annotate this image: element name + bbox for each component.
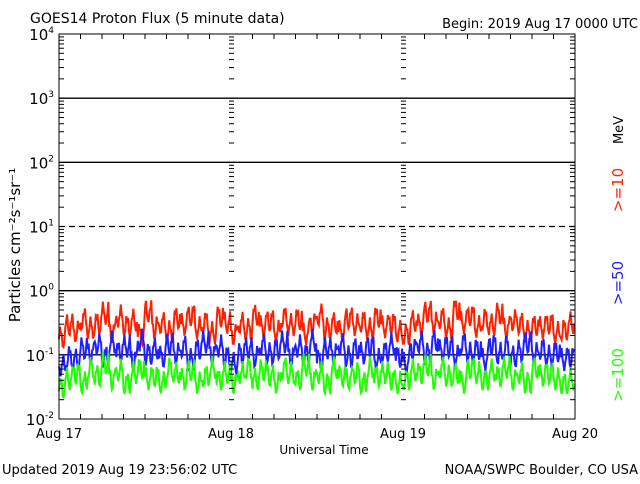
series-line-1 <box>58 328 576 377</box>
begin-label: Begin: 2019 Aug 17 0000 UTC <box>442 17 638 32</box>
legend-ge10: >=10 <box>609 168 627 212</box>
y-tick-label: 102 <box>29 154 54 172</box>
series-line-2 <box>58 351 576 399</box>
chart-title: GOES14 Proton Flux (5 minute data) <box>30 11 285 27</box>
y-tick-labels: 104 103 102 101 100 10-1 10-2 <box>26 26 54 429</box>
y-tick-label: 101 <box>29 219 54 237</box>
credit-label: NOAA/SWPC Boulder, CO USA <box>445 463 638 478</box>
x-tick-label: Aug 20 <box>552 427 598 442</box>
y-tick-label: 10-2 <box>26 411 54 429</box>
series-group <box>58 300 576 399</box>
legend-unit: MeV <box>612 116 627 144</box>
y-axis-label: Particles cm⁻²s⁻¹sr⁻¹ <box>6 168 24 322</box>
legend-ge50: >=50 <box>609 261 627 305</box>
x-tick-labels: Aug 17 Aug 18 Aug 19 Aug 20 <box>36 427 598 442</box>
plot-frame <box>58 33 576 420</box>
y-tick-label: 100 <box>29 283 54 301</box>
y-tick-label: 10-1 <box>26 347 54 365</box>
x-tick-label: Aug 19 <box>380 427 426 442</box>
axis-ticks <box>59 34 575 419</box>
y-tick-label: 103 <box>29 90 54 108</box>
x-tick-label: Aug 18 <box>208 427 254 442</box>
x-axis-label: Universal Time <box>279 443 368 457</box>
y-tick-label: 104 <box>29 26 54 44</box>
x-tick-label: Aug 17 <box>36 427 82 442</box>
updated-timestamp: Updated 2019 Aug 19 23:56:02 UTC <box>2 463 237 478</box>
legend-ge100: >=100 <box>609 348 627 402</box>
series-line-0 <box>58 300 576 350</box>
